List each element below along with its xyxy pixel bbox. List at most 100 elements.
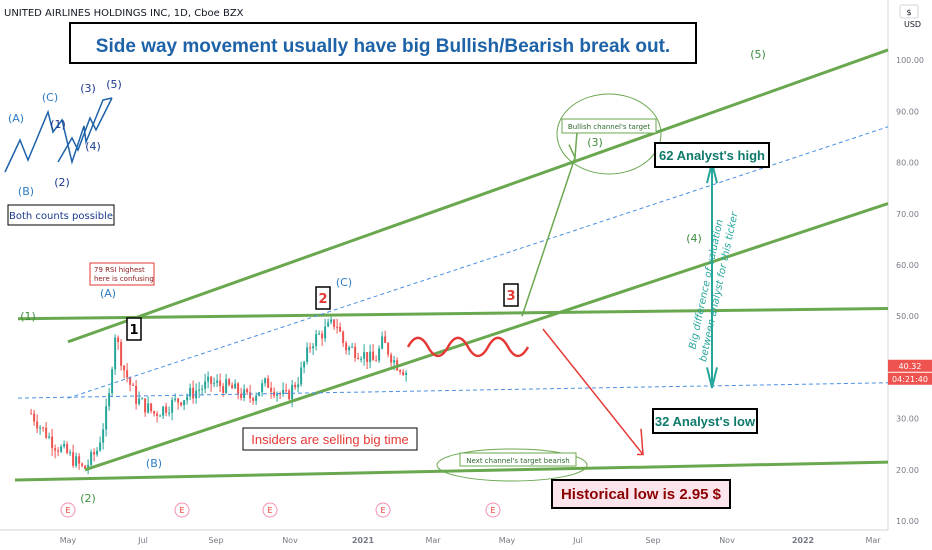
candle-body (39, 427, 42, 429)
candle-body (111, 369, 114, 394)
candle-body (159, 415, 162, 417)
candle-body (84, 465, 87, 469)
time-tick-label: Nov (719, 536, 735, 545)
wave-number-label: 3 (506, 289, 515, 304)
bullish-projection-arrow (521, 157, 576, 317)
candle-body (378, 348, 381, 361)
candle-body (63, 444, 66, 447)
bullish-target-box (561, 118, 657, 134)
symbol-header: UNITED AIRLINES HOLDINGS INC, 1D, Cboe B… (4, 8, 244, 19)
candle-body (312, 346, 315, 349)
candle-body (405, 372, 408, 375)
time-tick-label: Sep (208, 536, 223, 545)
candle-body (303, 361, 306, 368)
candle-body (270, 387, 273, 392)
elliott-inset-path-alt (57, 97, 113, 163)
candlesticks (30, 316, 408, 475)
candle-body (288, 390, 291, 400)
valuation-arrow-bottom (706, 367, 718, 389)
candle-body (141, 398, 144, 400)
both-counts-box (7, 204, 115, 226)
candle-body (129, 377, 132, 385)
candle-body (318, 333, 321, 335)
bullish-arrowhead (568, 131, 578, 161)
candle-body (351, 346, 354, 348)
candle-body (150, 403, 153, 412)
candle-body (360, 358, 363, 360)
candle-body (285, 390, 288, 392)
earnings-marker-label: E (65, 506, 70, 515)
candle-body (321, 333, 324, 339)
wave-label: (2) (80, 492, 96, 505)
candle-body (201, 388, 204, 390)
candle-body (78, 456, 81, 464)
analyst-high-box (654, 142, 770, 168)
candle-body (375, 360, 378, 362)
candle-body (402, 371, 405, 375)
wave-label: (B) (146, 457, 162, 470)
candle-body (174, 398, 177, 400)
candle-body (171, 399, 174, 413)
earnings-marker-icon (262, 502, 278, 518)
candle-body (30, 413, 33, 415)
candle-body (138, 398, 141, 404)
candle-body (204, 381, 207, 389)
currency-label: USD (904, 20, 921, 29)
price-tick-label: 70.00 (896, 210, 919, 219)
candle-body (147, 403, 150, 413)
candle-body (72, 452, 75, 466)
candle-body (93, 452, 96, 455)
elliott-inset-path (4, 97, 113, 173)
time-tick-label: Nov (282, 536, 298, 545)
rsi-note-box (89, 262, 155, 286)
candle-body (366, 352, 369, 363)
candle-body (246, 389, 249, 393)
candle-body (291, 384, 294, 400)
candle-body (69, 452, 72, 454)
candle-body (99, 442, 102, 451)
wave-label: (3) (587, 136, 603, 149)
candle-body (75, 456, 78, 466)
candle-body (234, 383, 237, 389)
price-tick-label: 10.00 (896, 517, 919, 526)
bearish-projection-arrow (542, 328, 644, 455)
candle-body (180, 402, 183, 406)
bearish-target-text: Next channel's target bearish (466, 457, 569, 465)
wave-label: (C) (336, 276, 352, 289)
candle-body (315, 334, 318, 347)
analyst-low-box (652, 408, 758, 434)
candle-body (213, 382, 216, 384)
candle-body (192, 387, 195, 399)
dashed-level-line (17, 382, 889, 399)
earnings-marker-label: E (380, 506, 385, 515)
candle-body (384, 336, 387, 343)
candle-body (273, 391, 276, 396)
candle-body (105, 406, 108, 430)
horizontal-support-line (14, 460, 889, 482)
candle-body (348, 347, 351, 351)
candle-body (108, 393, 111, 407)
candle-body (261, 383, 264, 393)
candle-body (345, 342, 348, 351)
candle-body (120, 342, 123, 366)
bullish-target-ellipse (556, 93, 662, 175)
countdown-label: 04:21:40 (892, 375, 928, 384)
wave-number-box (315, 286, 331, 310)
candle-body (207, 376, 210, 382)
candle-body (114, 337, 117, 370)
candle-body (336, 326, 339, 328)
candle-body (36, 421, 39, 429)
scale-badge (899, 4, 919, 19)
bullish-target-text: Bullish channel's target (568, 123, 650, 131)
bearish-arrowhead (637, 428, 644, 456)
wave-label: (4) (686, 232, 702, 245)
candle-body (186, 396, 189, 401)
candle-body (216, 380, 219, 383)
rsi-note-text: 79 RSI highest (94, 266, 145, 274)
earnings-marker-label: E (490, 506, 495, 515)
time-tick-label: Mar (425, 536, 441, 545)
candle-body (387, 342, 390, 355)
candle-body (219, 380, 222, 387)
time-tick-label: 2021 (352, 536, 375, 545)
